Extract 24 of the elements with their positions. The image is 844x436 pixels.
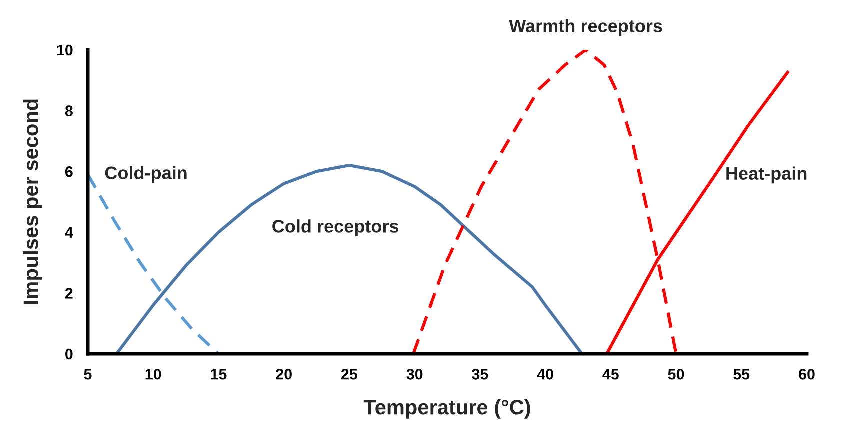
x-tick-label: 25 — [341, 368, 358, 380]
y-tick-label: 10 — [57, 44, 73, 56]
x-tick-label: 15 — [211, 369, 227, 380]
y-tick-label: 8 — [65, 106, 73, 116]
series-label: Warmth receptors — [509, 19, 662, 36]
x-axis-title: Temperature (°C) — [364, 399, 530, 419]
x-tick-label: 30 — [406, 368, 423, 380]
x-tick-label: 40 — [537, 368, 554, 380]
series-label: Cold-pain — [105, 166, 187, 184]
x-tick-label: 60 — [799, 368, 815, 380]
x-tick-label: 45 — [602, 369, 619, 380]
series-label: Heat-pain — [726, 166, 807, 184]
y-axis-title: Impulses per second — [23, 100, 43, 304]
y-tick-label: 0 — [66, 348, 73, 360]
x-tick-label: 20 — [276, 368, 292, 380]
x-tick-label: 5 — [84, 369, 92, 380]
x-tick-label: 50 — [668, 368, 684, 380]
y-tick-label: 4 — [65, 227, 74, 238]
x-tick-label: 35 — [472, 368, 488, 380]
x-tick-label: 55 — [734, 369, 750, 380]
y-tick-label: 2 — [65, 288, 73, 299]
y-tick-label: 6 — [65, 166, 73, 178]
series-label: Cold receptors — [272, 220, 399, 236]
x-tick-label: 10 — [146, 368, 162, 380]
